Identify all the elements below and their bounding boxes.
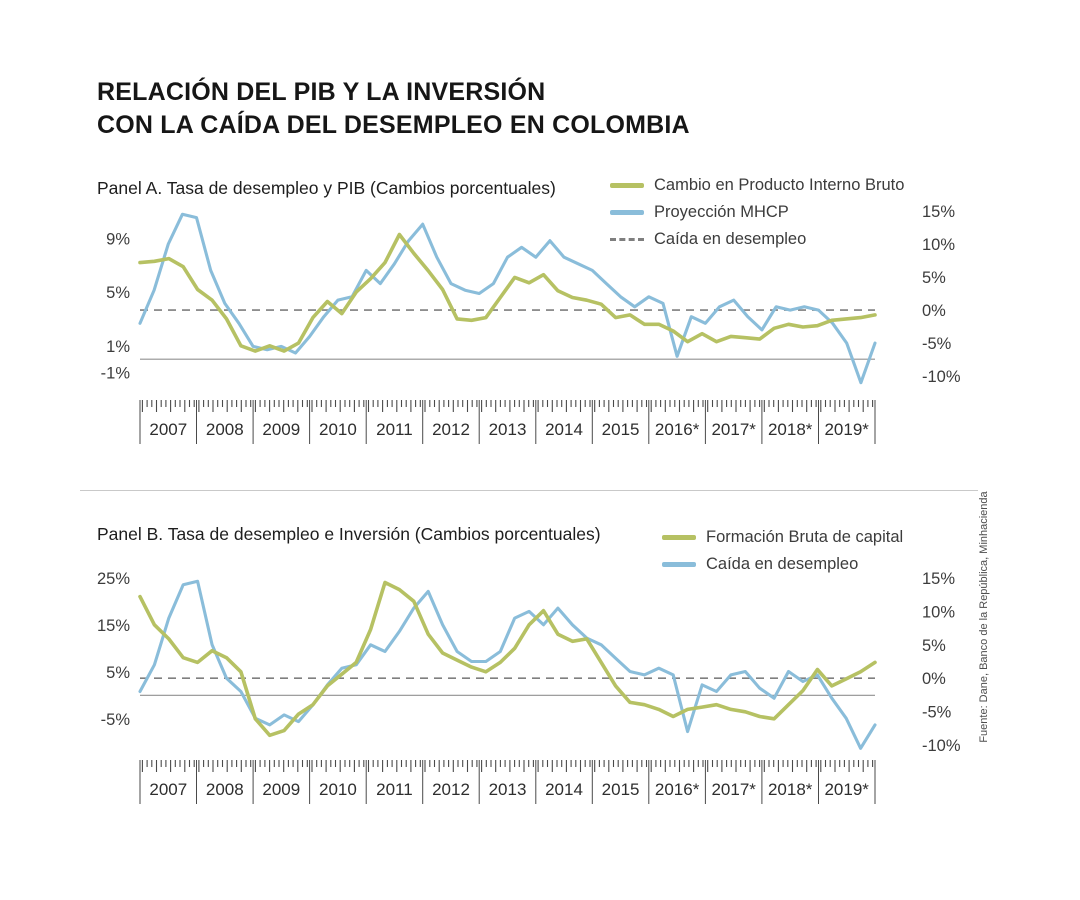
legend-label: Proyección MHCP [654, 203, 789, 221]
panel-b-legend: Formación Bruta de capital Caída en desem… [662, 528, 903, 574]
right-axis-tick-label: 15% [922, 203, 955, 221]
year-label: 2013 [489, 780, 527, 799]
right-axis-tick-label: 5% [922, 269, 946, 287]
right-axis-tick-label: 5% [922, 637, 946, 655]
right-axis-tick-label: 10% [922, 603, 955, 621]
left-axis-tick-label: 1% [106, 338, 130, 356]
year-label: 2014 [545, 780, 583, 799]
green-line-swatch [610, 183, 644, 188]
year-label: 2016* [655, 420, 700, 439]
panel-b-chart: 25% 15% 5% -5% 15% 10% 5% 0% -5% -10% 2007 2008 2009… [97, 570, 961, 804]
page-title-line-1: RELACIÓN DEL PIB Y LA INVERSIÓN [97, 78, 546, 106]
right-axis-tick-label: 0% [922, 670, 946, 688]
panel-divider-line [80, 490, 978, 491]
legend-label: Formación Bruta de capital [706, 528, 904, 546]
series-line-caida-en-desempleo [138, 579, 877, 750]
right-axis-tick-label: -5% [922, 704, 952, 722]
year-label: 2011 [376, 780, 413, 799]
legend-item-cambio-en-producto-interno-bruto: Cambio en Producto Interno Bruto [610, 176, 904, 195]
left-axis-tick-label: -5% [101, 711, 131, 729]
right-axis-tick-label: 10% [922, 236, 955, 254]
page-title-line-2: CON LA CAÍDA DEL DESEMPLEO EN COLOMBIA [97, 110, 690, 139]
series-line-proyeccion-mhcp [138, 212, 877, 385]
left-axis-tick-label: 9% [106, 231, 130, 249]
legend-item-caida-en-desempleo: Caída en desempleo [662, 555, 903, 574]
source-credit: Fuente: Dane, Banco de la República, Min… [978, 491, 990, 743]
right-axis-tick-label: -5% [922, 335, 952, 353]
legend-item-formacion-bruta-de-capital: Formación Bruta de capital [662, 528, 903, 547]
panel-b-label: Panel B. Tasa de desempleo e Inversión (… [97, 524, 601, 544]
left-axis-tick-label: 25% [97, 570, 130, 588]
left-axis-tick-label: -1% [101, 365, 131, 383]
page-title: RELACIÓN DEL PIB Y LA INVERSIÓN CON LA C… [97, 76, 690, 141]
year-label: 2019* [824, 780, 869, 799]
legend-label: Caída en desempleo [706, 555, 859, 573]
year-label: 2008 [206, 420, 244, 439]
year-label: 2015 [602, 420, 640, 439]
blue-line-swatch [610, 210, 644, 215]
year-label: 2018* [768, 420, 813, 439]
legend-item-proyeccion-mhcp: Proyección MHCP [610, 203, 904, 222]
year-label: 2018* [768, 780, 813, 799]
series-line-cambio-en-producto-interno-bruto [138, 232, 877, 353]
green-line-swatch [662, 535, 696, 540]
legend-label: Cambio en Producto Interno Bruto [654, 176, 905, 194]
panel-a-legend: Cambio en Producto Interno Bruto Proyecci… [610, 176, 904, 249]
year-label: 2007 [149, 420, 187, 439]
panel-a-label: Panel A. Tasa de desempleo y PIB (Cambio… [97, 178, 556, 198]
year-label: 2010 [319, 420, 357, 439]
year-label: 2008 [206, 780, 244, 799]
year-label: 2012 [432, 780, 470, 799]
left-axis-tick-label: 5% [106, 664, 130, 682]
left-axis-tick-label: 15% [97, 617, 130, 635]
right-axis-tick-label: 15% [922, 570, 955, 588]
year-label: 2017* [711, 780, 756, 799]
blue-line-swatch [662, 562, 696, 567]
series-line-formacion-bruta-de-capital [138, 580, 877, 738]
year-label: 2014 [545, 420, 583, 439]
panel-a-chart: 9% 5% 1% -1% 15% 10% 5% 0% -5% -10% 2007 2008 2009 20… [101, 203, 961, 444]
year-label: 2019* [824, 420, 869, 439]
year-label: 2013 [489, 420, 527, 439]
legend-label: Caída en desempleo [654, 230, 807, 248]
right-axis-tick-label: -10% [922, 368, 961, 386]
dashed-line-swatch [610, 238, 644, 241]
year-label: 2015 [602, 780, 640, 799]
legend-item-caida-en-desempleo: Caída en desempleo [610, 230, 904, 249]
year-label: 2012 [432, 420, 470, 439]
year-label: 2009 [262, 780, 300, 799]
year-label: 2017* [711, 420, 756, 439]
right-axis-tick-label: -10% [922, 737, 961, 755]
left-axis-tick-label: 5% [106, 284, 130, 302]
year-label: 2007 [149, 780, 187, 799]
right-axis-tick-label: 0% [922, 302, 946, 320]
year-label: 2010 [319, 780, 357, 799]
year-label: 2011 [376, 420, 413, 439]
year-label: 2009 [262, 420, 300, 439]
year-label: 2016* [655, 780, 700, 799]
